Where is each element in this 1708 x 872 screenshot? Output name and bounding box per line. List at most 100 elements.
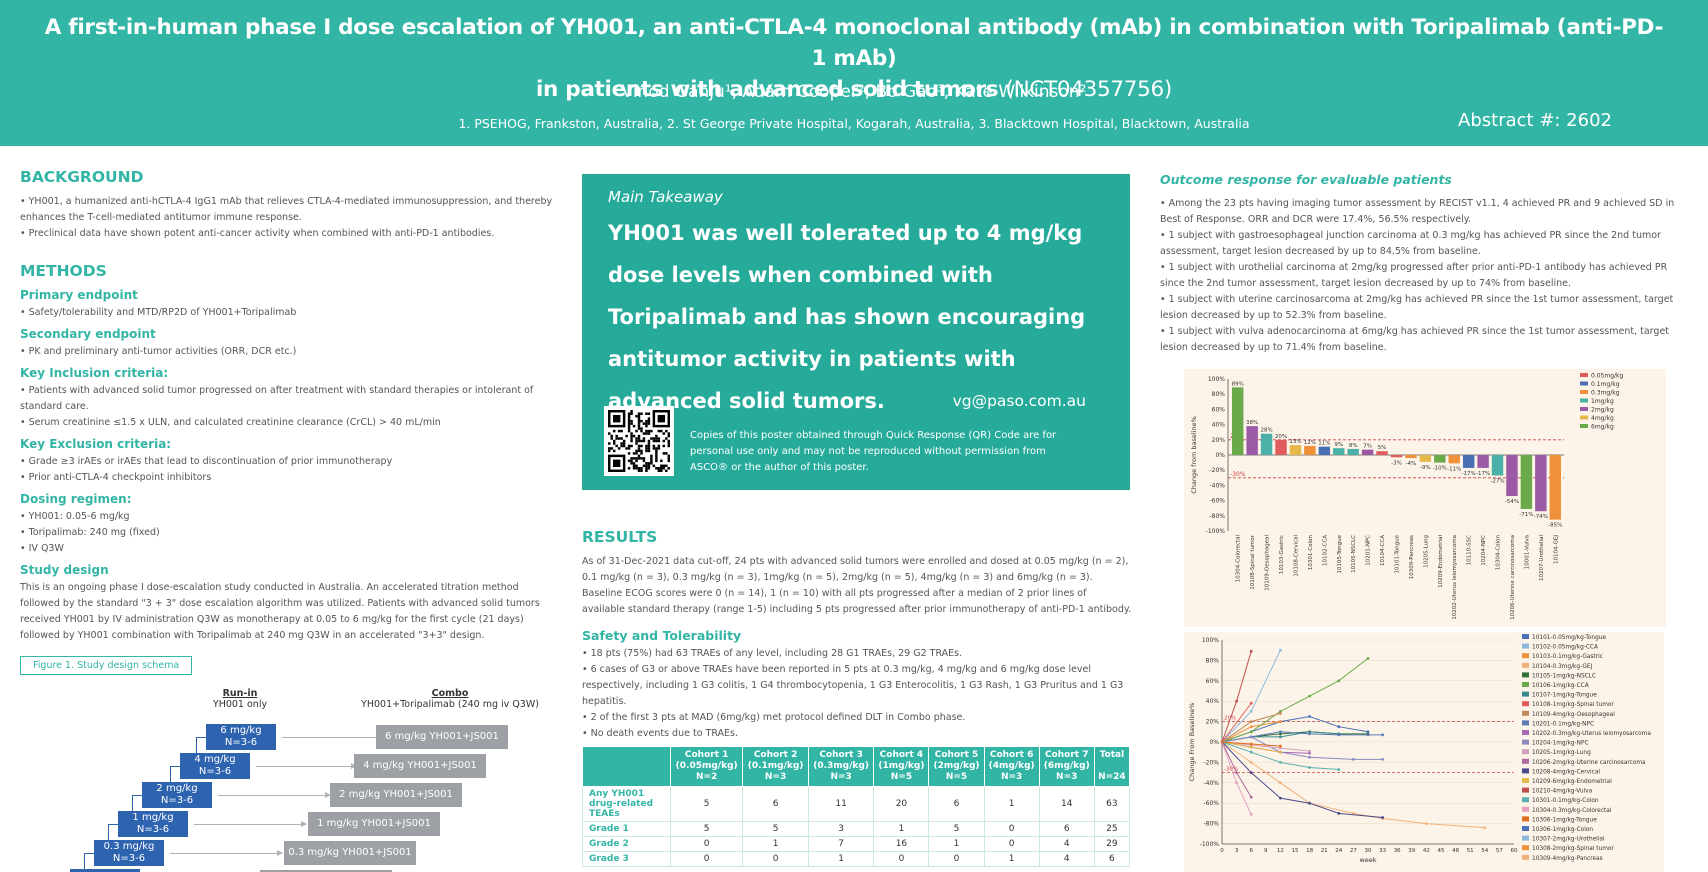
table-cell: 0 [928, 851, 985, 867]
bar [1304, 445, 1316, 455]
secondary-endpoint-heading: Secondary endpoint [20, 327, 156, 341]
data-point [1279, 735, 1282, 739]
bar-value-label: -54% [1505, 499, 1519, 505]
bar-value-label: -11% [1447, 466, 1461, 472]
legend-entry: 10307-2mg/kg-Urothelial [1532, 837, 1605, 843]
data-point [1249, 701, 1253, 705]
x-tick-label: 10102-CCA [1322, 535, 1328, 566]
table-header: Cohort 6 (4mg/kg) N=3 [983, 746, 1040, 787]
outcome-heading: Outcome response for evaluable patients [1160, 172, 1452, 187]
table-header: Cohort 7 (6mg/kg) N=3 [1038, 746, 1095, 787]
data-point [1249, 771, 1253, 774]
dosing-text-1: • YH001: 0.05-6 mg/kg [20, 511, 130, 522]
legend-swatch [1522, 662, 1529, 668]
series-line [1221, 651, 1252, 743]
dose-step-6: 6 mg/kg N=3-6 [206, 724, 276, 750]
exclusion-text-2: • Prior anti-CTLA-4 checkpoint inhibitor… [20, 472, 212, 483]
table-header: Cohort 3 (0.3mg/kg) N=3 [807, 746, 875, 787]
legend-swatch [1522, 758, 1529, 764]
y-tick-label: -100% [1200, 841, 1220, 848]
data-point [1279, 796, 1282, 800]
x-tick-label: 45 [1438, 848, 1445, 854]
bar [1535, 455, 1547, 512]
data-point [1308, 751, 1311, 755]
data-point [1337, 812, 1341, 815]
bar-value-label: 12% [1304, 440, 1316, 446]
bar-value-label: -27% [1490, 479, 1504, 485]
legend-entry: 2mg/kg [1591, 407, 1614, 414]
legend-entry: 10105-1mg/kg-NSCLC [1532, 673, 1596, 679]
data-point [1308, 755, 1311, 759]
data-point [1249, 742, 1253, 746]
data-point [1279, 730, 1282, 734]
table-header: Total N=24 [1093, 746, 1131, 787]
legend-entry: 10206-2mg/kg-Uterine carcinosarcoma [1532, 760, 1646, 766]
table-cell: 11 [807, 786, 875, 822]
data-point [1352, 812, 1355, 815]
main-takeaway-box: Main Takeaway YH001 was well tolerated u… [582, 174, 1130, 490]
legend-entry: 10102-0.05mg/kg-CCA [1532, 645, 1598, 651]
data-point [1337, 679, 1341, 683]
legend-entry: 1mg/kg [1591, 398, 1614, 405]
data-point [1308, 730, 1311, 734]
legend-entry: 10106-1mg/kg-CCA [1532, 683, 1589, 689]
x-tick-label: 10301-Colon [1308, 534, 1314, 570]
data-point [1249, 745, 1253, 749]
table-header-row: Cohort 1 (0.05mg/kg) N=2 Cohort 2 (0.1mg/kg… [582, 746, 1131, 787]
legend-entry: 10308-2mg/kg-Spinal tumor [1532, 846, 1614, 852]
data-point [1308, 801, 1311, 805]
bar [1333, 448, 1345, 455]
table-cell: 1 [983, 851, 1040, 867]
dose-step-1: 1 mg/kg N=3-6 [118, 811, 188, 837]
background-text-1: • YH001, a humanized anti-hCTLA-4 IgG1 m… [20, 196, 553, 223]
poster-title: A first-in-human phase I dose escalation… [44, 15, 1664, 102]
x-tick-label: 51 [1467, 848, 1474, 854]
x-tick-label: 36 [1394, 848, 1401, 854]
table-cell: 25 [1093, 821, 1131, 837]
table-cell: 5 [742, 821, 809, 837]
bar [1275, 439, 1287, 455]
bar-value-label: -4% [1406, 461, 1417, 467]
x-tick-label: 10204-NPC [1481, 535, 1487, 566]
y-tick-label: -60% [1209, 498, 1225, 505]
copyright-notice: Copies of this poster obtained through Q… [690, 430, 1057, 473]
legend-swatch [1522, 835, 1529, 841]
outcome-text-5: • 1 subject with vulva adenocarcinoma at… [1160, 326, 1670, 353]
x-tick-label: 10202-Uterus leiomyosarcoma [1452, 535, 1458, 620]
table-cell: 20 [873, 786, 930, 822]
legend-entry: 0.1mg/kg [1591, 381, 1620, 388]
legend-swatch [1580, 407, 1588, 411]
bar [1477, 455, 1489, 468]
series-line [1221, 657, 1369, 743]
y-tick-label: -20% [1203, 759, 1219, 766]
bar-value-label: -10% [1433, 466, 1447, 472]
legend-swatch [1580, 424, 1588, 428]
contact-email[interactable]: vg@paso.com.au [952, 392, 1086, 410]
table-row-label: Any YH001 drug-related TEAEs [582, 786, 671, 822]
legend-swatch [1522, 749, 1529, 755]
data-point [1308, 766, 1311, 769]
x-tick-label: 57 [1496, 848, 1503, 854]
x-tick-label: 10105-Tongue [1337, 534, 1343, 573]
dosing-text-2: • Toripalimab: 240 mg (fixed) [20, 527, 160, 538]
data-point [1308, 715, 1311, 718]
outcome-text-2: • 1 subject with gastroesophageal juncti… [1160, 230, 1661, 257]
data-point [1279, 648, 1282, 652]
table-cell: 5 [669, 786, 744, 822]
dosing-text-3: • IV Q3W [20, 543, 64, 554]
table-header: Cohort 4 (1mg/kg) N=5 [873, 746, 930, 787]
table-row-label: Grade 1 [582, 821, 671, 837]
bar [1260, 433, 1273, 455]
series-line [1221, 741, 1252, 815]
inclusion-text-2: • Serum creatinine ≤1.5 x ULN, and calcu… [20, 417, 441, 428]
qr-code-icon[interactable] [604, 406, 674, 476]
outcome-text-4: • 1 subject with uterine carcinosarcoma … [1160, 294, 1674, 321]
bar-value-label: -85% [1548, 523, 1562, 529]
x-tick-label: 24 [1335, 848, 1342, 854]
table-cell: 1 [807, 851, 875, 867]
table-row: Grade 2 0 1 7 16 1 0 4 29 [582, 836, 1131, 852]
series-line [1221, 702, 1252, 743]
table-cell: 6 [742, 786, 809, 822]
legend-swatch [1522, 845, 1529, 851]
legend-entry: 10309-4mg/kg-Pancreas [1532, 856, 1603, 862]
